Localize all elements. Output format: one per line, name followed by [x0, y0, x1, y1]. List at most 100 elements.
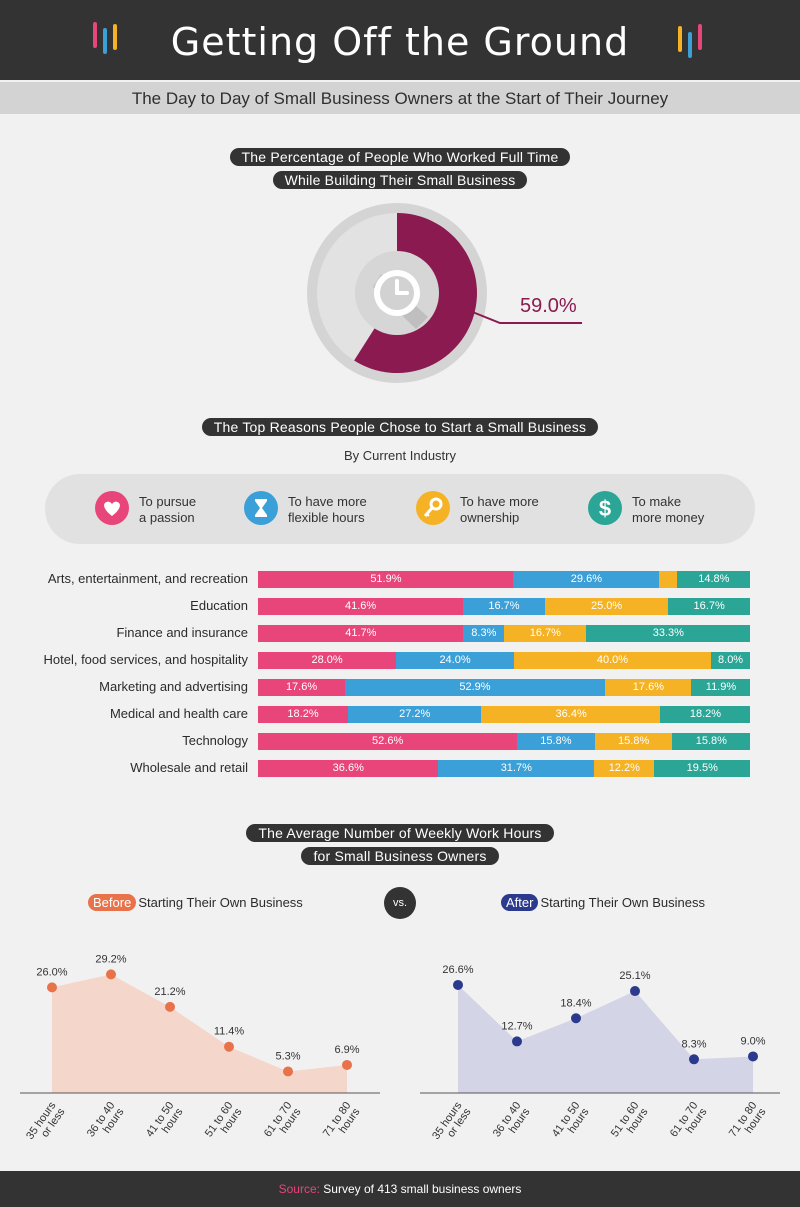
bar-category-label: Wholesale and retail [130, 760, 248, 775]
bar-row: 51.9% 29.6% 14.8% [258, 571, 751, 588]
bar-segment: 12.2% [594, 760, 655, 777]
bar-segment: 15.8% [516, 733, 596, 750]
bar-category-label: Finance and insurance [116, 625, 248, 640]
svg-text:$: $ [599, 496, 611, 521]
section3-title-line2: for Small Business Owners [0, 847, 800, 866]
x-tick-label: 36 to 40hours [85, 1099, 127, 1145]
bar-segment: 14.8% [677, 571, 751, 588]
data-point [283, 1066, 293, 1077]
bar-segment: 27.2% [347, 706, 482, 723]
x-tick-label: 61 to 70hours [668, 1099, 710, 1145]
legend-label-line2: more money [632, 510, 705, 525]
data-label: 12.7% [501, 1020, 532, 1032]
clock-icon [374, 270, 420, 316]
bar-segment: 16.7% [462, 598, 546, 615]
reasons-legend: To pursue a passion To have more flexible … [45, 474, 755, 544]
page-title: Getting Off the Ground [170, 20, 630, 64]
data-label: 9.0% [740, 1035, 765, 1047]
donut-leader-line [469, 310, 582, 324]
section1-title-line1: The Percentage of People Who Worked Full… [0, 148, 800, 167]
bar-segment: 24.0% [395, 652, 515, 669]
bar-segment: 25.0% [544, 598, 669, 615]
data-point [106, 969, 116, 980]
bar-segment: 8.3% [463, 625, 505, 642]
bar-segment: 15.8% [594, 733, 673, 750]
data-label: 26.0% [36, 966, 67, 978]
x-tick-label: 35 hoursor less [24, 1099, 68, 1148]
bar-segment: 16.7% [667, 598, 751, 615]
source-text: Survey of 413 small business owners [323, 1182, 522, 1196]
bar-row: 41.6% 16.7% 25.0% 16.7% [258, 598, 751, 615]
bar-row: 28.0% 24.0% 40.0% 8.0% [258, 652, 751, 669]
bar-segment [658, 571, 678, 588]
data-point [224, 1041, 234, 1052]
hourglass-icon [244, 491, 278, 525]
legend-label-line1: To pursue [139, 494, 197, 509]
data-label: 29.2% [95, 953, 126, 965]
title-bar [0, 0, 800, 80]
x-tick-label: 51 to 60hours [203, 1099, 245, 1145]
after-tag: After [501, 894, 539, 911]
decoration-bars [93, 22, 702, 58]
legend-label-line1: To make [632, 494, 682, 509]
data-point [748, 1051, 758, 1062]
bar-category-label: Technology [182, 733, 248, 748]
data-label: 8.3% [681, 1038, 706, 1050]
after-header-text: Starting Their Own Business [540, 895, 705, 910]
vs-badge: vs. [384, 887, 416, 919]
after-hours-area-chart: 26.6% 35 hoursor less 12.7% 36 to 40hours 18… [420, 964, 780, 1148]
legend-label-line1: To have more [460, 494, 539, 509]
legend-label-line1: To have more [288, 494, 367, 509]
area-fill [458, 984, 753, 1093]
heart-icon [95, 491, 129, 525]
data-point [689, 1054, 699, 1065]
data-label: 5.3% [275, 1050, 300, 1062]
data-point [342, 1059, 352, 1070]
data-point [512, 1036, 522, 1047]
bar-segment: 15.8% [672, 733, 751, 750]
x-tick-label: 61 to 70hours [262, 1099, 304, 1145]
bar-segment: 36.4% [481, 706, 661, 723]
bar-category-label: Education [190, 598, 248, 613]
bar-row: 18.2% 27.2% 36.4% 18.2% [258, 706, 751, 723]
x-tick-label: 41 to 50hours [144, 1099, 186, 1145]
legend-label-line2: ownership [460, 510, 520, 525]
legend-label-line2: flexible hours [288, 510, 365, 525]
bar-segment: 52.9% [344, 679, 606, 696]
x-tick-label: 71 to 80hours [321, 1099, 363, 1145]
legend-label-line2: a passion [139, 510, 195, 525]
page-subtitle: The Day to Day of Small Business Owners … [131, 89, 669, 108]
bar-row: 52.6% 15.8% 15.8% 15.8% [258, 733, 751, 750]
bar-segment: 31.7% [438, 760, 595, 777]
before-header-text: Starting Their Own Business [138, 895, 303, 910]
x-tick-label: 71 to 80hours [727, 1099, 769, 1145]
data-label: 26.6% [442, 964, 473, 976]
data-point [47, 982, 57, 993]
bar-category-label: Marketing and advertising [99, 679, 248, 694]
data-point [630, 986, 640, 997]
bar-segment: 19.5% [654, 760, 751, 777]
bar-row: 36.6% 31.7% 12.2% 19.5% [258, 760, 751, 777]
data-point [165, 1001, 175, 1012]
bar-segment: 18.2% [660, 706, 751, 723]
area-fill [52, 974, 347, 1093]
bar-row: 41.7% 8.3% 16.7% 33.3% [258, 625, 751, 642]
bar-segment: 41.6% [258, 598, 464, 615]
x-tick-label: 35 hoursor less [430, 1099, 474, 1148]
bar-category-label: Arts, entertainment, and recreation [47, 571, 248, 586]
bar-segment: 40.0% [513, 652, 712, 669]
x-tick-label: 51 to 60hours [609, 1099, 651, 1145]
data-label: 25.1% [619, 970, 650, 982]
bar-segment: 18.2% [258, 706, 349, 723]
before-header: Before Starting Their Own Business [88, 894, 303, 911]
x-tick-label: 36 to 40hours [491, 1099, 533, 1145]
data-point [453, 979, 463, 990]
data-label: 6.9% [334, 1044, 359, 1056]
data-point [571, 1013, 581, 1024]
subtitle-bar [0, 82, 800, 114]
key-icon [416, 491, 450, 525]
data-label: 18.4% [560, 997, 591, 1009]
bar-segment: 8.0% [710, 652, 751, 669]
footer: Source: Survey of 413 small business own… [0, 1171, 800, 1207]
bar-segment: 29.6% [513, 571, 660, 588]
